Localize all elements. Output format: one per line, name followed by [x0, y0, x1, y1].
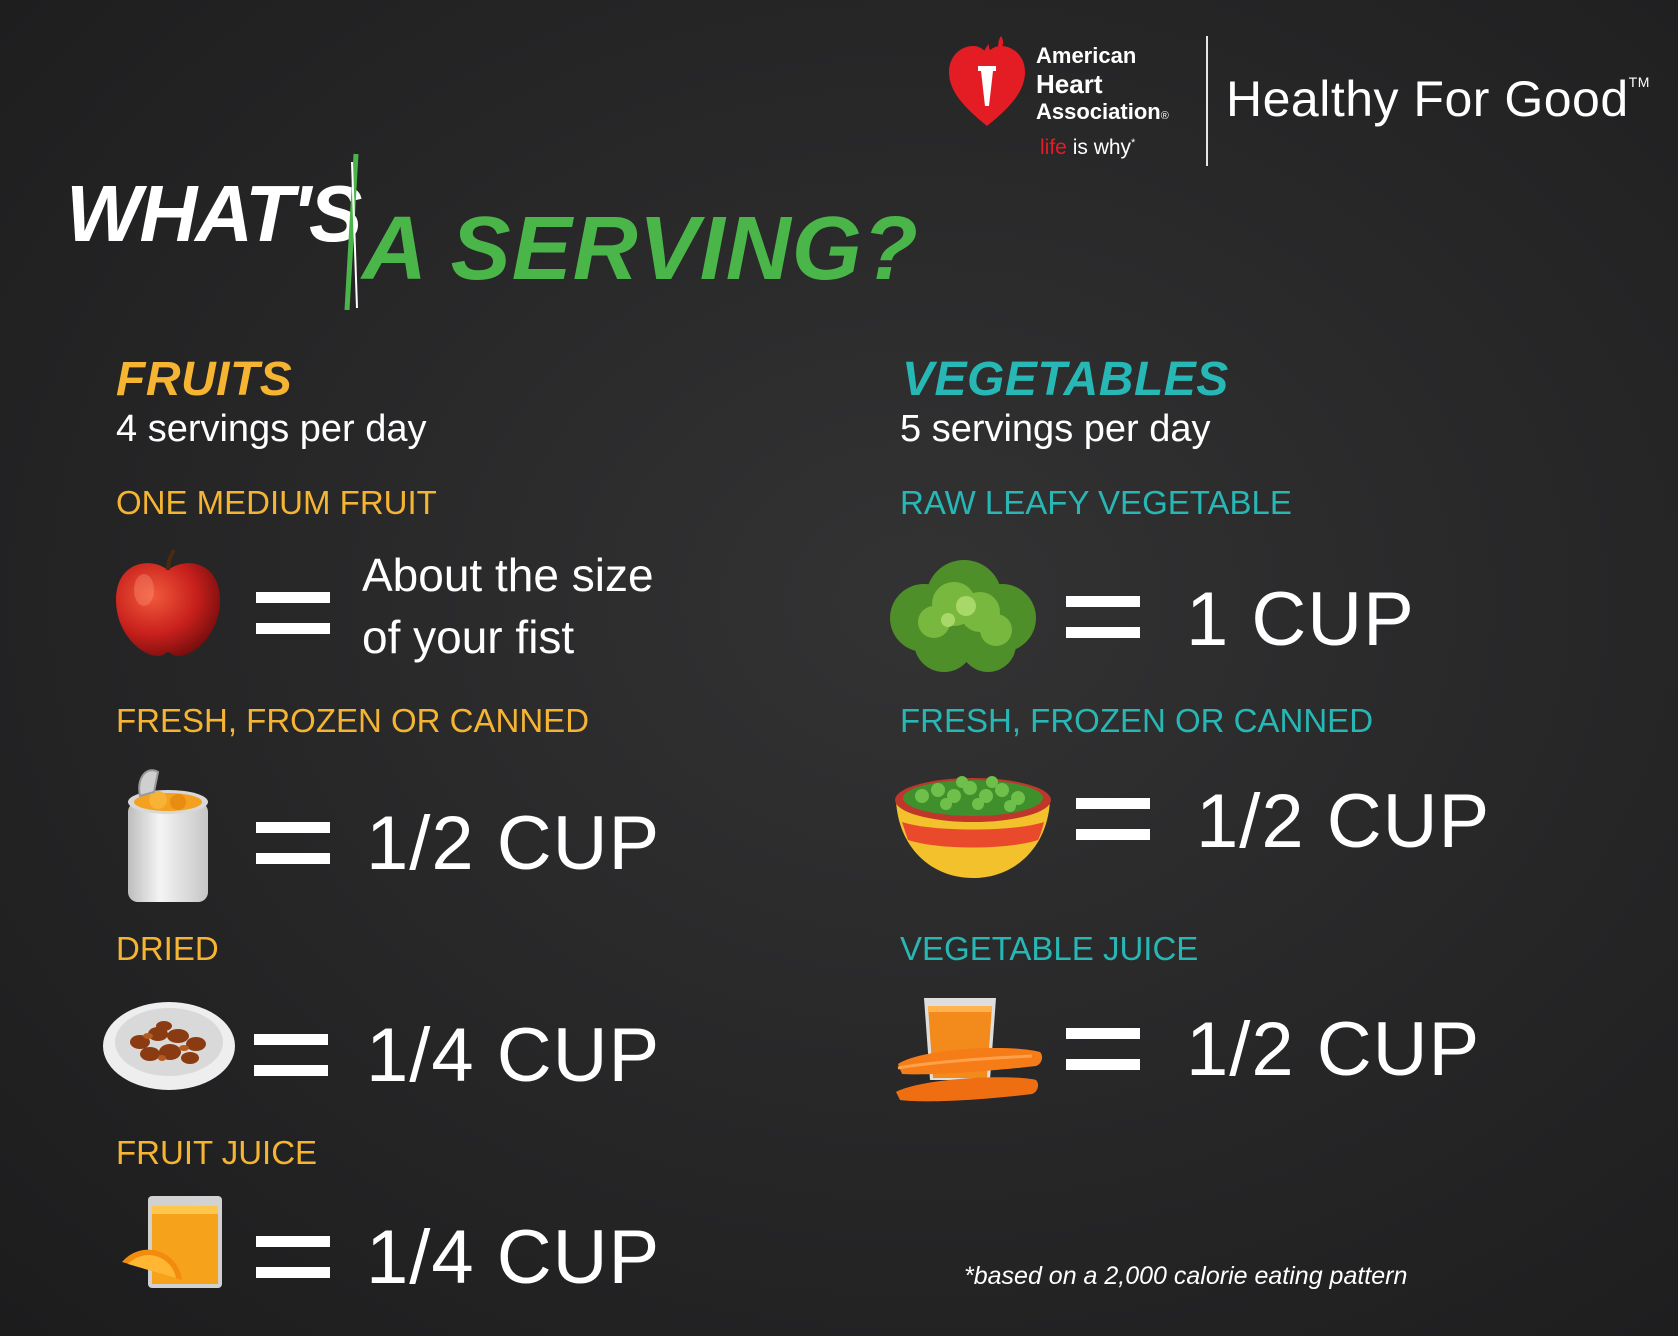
- org-line-2: Heart: [1036, 69, 1103, 99]
- org-line-3: Association: [1036, 99, 1161, 124]
- equals-icon: [256, 822, 330, 864]
- org-tagline: life is why*: [1040, 136, 1135, 160]
- veg-label-canned: FRESH, FROZEN OR CANNED: [900, 702, 1374, 739]
- tagline-mark: *: [1131, 137, 1136, 149]
- fruit-label-medium: ONE MEDIUM FRUIT: [116, 484, 437, 521]
- vegetables-servings: 5 servings per day: [900, 408, 1211, 450]
- fruit-amount-dried: 1/4 CUP: [366, 1013, 661, 1098]
- tagline-life: life: [1040, 136, 1067, 159]
- brand-trademark: TM: [1628, 74, 1650, 90]
- fruit-amount-juice: 1/4 CUP: [366, 1215, 661, 1300]
- logo-divider: [1206, 36, 1208, 166]
- equals-icon: [256, 592, 330, 634]
- title-whats: WHAT'S: [66, 169, 362, 258]
- equals-icon: [1076, 798, 1150, 840]
- tagline-rest: is why: [1066, 136, 1132, 159]
- veg-amount-juice: 1/2 CUP: [1186, 1007, 1481, 1092]
- equals-icon: [256, 1236, 330, 1278]
- title-slash-icon: [344, 153, 359, 311]
- fruit-label-canned: FRESH, FROZEN OR CANNED: [116, 702, 590, 739]
- fruit-desc-line-2: of your fist: [362, 611, 575, 663]
- veg-amount-canned: 1/2 CUP: [1196, 779, 1491, 864]
- veg-label-leafy: RAW LEAFY VEGETABLE: [900, 484, 1292, 521]
- brand-text: Healthy For Good: [1226, 71, 1629, 127]
- orange-juice-icon: [122, 1196, 222, 1288]
- vegetables-heading: VEGETABLES: [902, 353, 1229, 406]
- fruit-label-dried: DRIED: [116, 930, 219, 967]
- fruits-servings: 4 servings per day: [116, 408, 427, 450]
- canned-fruit-icon: [128, 769, 208, 902]
- veg-label-juice: VEGETABLE JUICE: [900, 930, 1199, 967]
- title-a-serving: A SERVING?: [362, 199, 919, 299]
- carrot-juice-icon: [896, 998, 1043, 1102]
- org-name: American Heart Association®: [1036, 42, 1169, 130]
- apple-icon: [116, 548, 220, 656]
- pea-bowl-icon: [895, 776, 1051, 878]
- lettuce-icon: [890, 560, 1036, 672]
- fruit-desc-line-1: About the size: [362, 549, 654, 601]
- fruit-desc-medium: About the size of your fist: [362, 544, 654, 668]
- equals-icon: [1066, 1028, 1140, 1070]
- equals-icon: [1066, 596, 1140, 638]
- raisin-bowl-icon: [103, 1002, 235, 1090]
- footnote: *based on a 2,000 calorie eating pattern: [964, 1262, 1408, 1290]
- fruit-amount-canned: 1/2 CUP: [366, 801, 661, 886]
- equals-icon: [254, 1034, 328, 1076]
- org-line-1: American: [1036, 43, 1137, 68]
- heart-torch-icon: [949, 36, 1025, 126]
- veg-amount-leafy: 1 CUP: [1186, 577, 1415, 662]
- fruit-label-juice: FRUIT JUICE: [116, 1134, 318, 1171]
- brand-name: Healthy For GoodTM: [1226, 70, 1650, 128]
- fruits-heading: FRUITS: [116, 353, 293, 406]
- org-registered-mark: ®: [1160, 110, 1169, 122]
